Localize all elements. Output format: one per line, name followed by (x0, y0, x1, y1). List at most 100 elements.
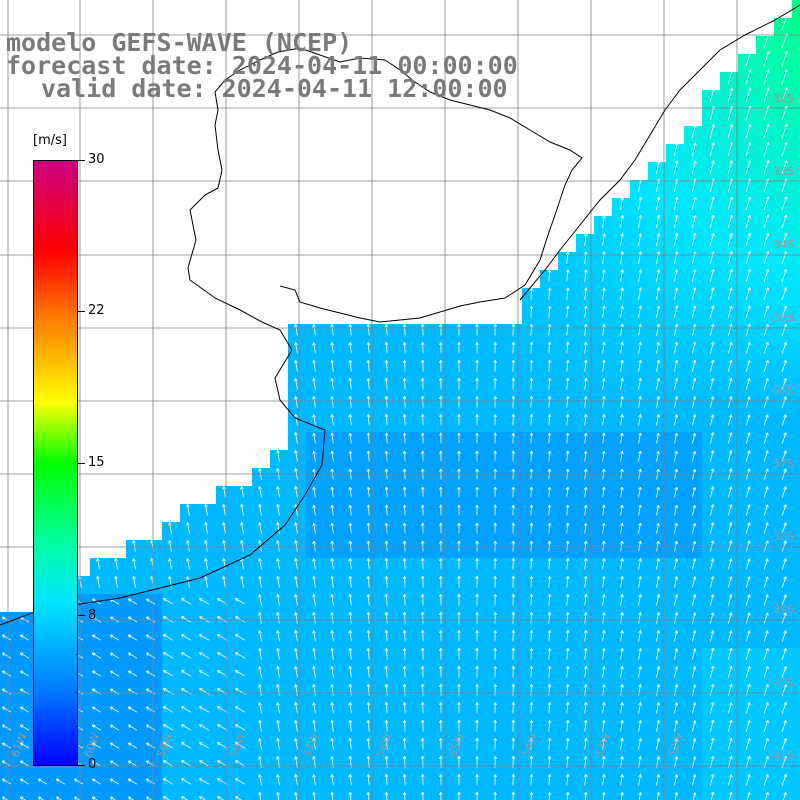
wind-arrow-head (603, 269, 606, 273)
wind-arrow-head (531, 486, 534, 490)
wind-arrow-head (420, 630, 423, 634)
wind-arrow-head (603, 251, 606, 255)
wind-arrow-head (749, 305, 751, 309)
wind-arrow-head (531, 576, 534, 580)
wind-arrow-head (749, 576, 751, 580)
wind-arrow-head (676, 558, 679, 562)
wind-arrow (259, 576, 262, 588)
wind-arrow-head (640, 594, 642, 598)
wind-arrow (259, 666, 262, 678)
wind-arrow-head (458, 432, 461, 436)
wind-arrow-head (710, 594, 714, 597)
wind-arrow-head (640, 233, 643, 237)
wind-arrow-head (312, 756, 314, 760)
wind-arrow-head (766, 51, 770, 54)
wind-arrow-head (767, 450, 769, 454)
wind-arrow (530, 432, 532, 444)
wind-arrow-head (712, 773, 715, 778)
wind-arrow (638, 612, 641, 624)
wind-arrow-head (674, 684, 678, 687)
wind-arrow-head (693, 160, 696, 164)
wind-arrow-head (241, 540, 244, 543)
wind-arrow-head (494, 341, 497, 346)
wind-arrow-head (511, 576, 514, 580)
wind-arrow-head (439, 738, 442, 742)
wind-arrow-head (674, 522, 678, 526)
wind-arrow (313, 648, 316, 660)
wind-arrow (223, 504, 226, 516)
wind-arrow (656, 451, 659, 462)
wind-arrow (566, 738, 569, 750)
wind-arrow (656, 360, 660, 372)
wind-arrow (422, 666, 424, 678)
wind-arrow (656, 541, 659, 552)
wind-arrow (367, 612, 370, 624)
wind-arrow-head (457, 738, 460, 742)
wind-arrow-head (710, 432, 714, 435)
wind-arrow-head (692, 738, 696, 741)
wind-arrow (674, 558, 678, 570)
wind-arrow-head (513, 594, 516, 598)
wind-arrow-head (711, 87, 715, 91)
wind-arrow-head (348, 756, 351, 760)
wind-arrow (692, 523, 696, 534)
wind-arrow (781, 396, 787, 408)
wind-arrow-head (713, 124, 715, 128)
wind-arrow-head (235, 778, 238, 782)
wind-arrow-head (330, 522, 333, 526)
wind-arrow-head (475, 558, 478, 562)
wind-arrow-head (402, 792, 405, 796)
wind-arrow-head (402, 684, 405, 688)
wind-arrow (422, 720, 424, 732)
wind-arrow-head (217, 760, 220, 764)
wind-arrow-head (602, 594, 605, 597)
wind-arrow-head (476, 360, 479, 364)
wind-arrow-head (404, 738, 407, 742)
wind-arrow-head (402, 396, 405, 400)
wind-arrow-head (712, 701, 715, 706)
wind-arrow-head (349, 360, 353, 363)
wind-arrow-head (349, 594, 353, 597)
wind-arrow-head (710, 737, 714, 741)
wind-arrow (367, 702, 370, 714)
wind-arrow-head (547, 792, 551, 795)
wind-arrow (763, 33, 770, 49)
wind-arrow-head (656, 774, 660, 777)
wind-arrow-head (692, 558, 696, 561)
wind-arrow (584, 450, 587, 462)
wind-arrow-head (223, 576, 226, 579)
wind-arrow-head (749, 666, 751, 670)
wind-arrow-head (458, 774, 461, 778)
wind-arrow-head (277, 684, 280, 687)
wind-arrow-head (749, 360, 751, 364)
wind-arrow-head (694, 433, 697, 437)
wind-arrow (313, 342, 316, 354)
wind-arrow (745, 51, 751, 67)
wind-arrow-head (692, 305, 696, 309)
wind-arrow (181, 778, 192, 785)
wind-arrow-head (547, 576, 551, 579)
wind-arrow (674, 487, 678, 498)
wind-arrow-head (422, 666, 425, 670)
wind-arrow-head (493, 359, 496, 363)
wind-arrow-head (547, 720, 551, 723)
wind-arrow-head (584, 648, 587, 651)
wind-arrow-head (711, 287, 714, 291)
wind-arrow-head (585, 558, 588, 562)
wind-arrow-head (749, 378, 751, 382)
wind-arrow (2, 706, 12, 713)
wind-arrow-head (547, 468, 551, 472)
wind-arrow-head (163, 670, 166, 674)
wind-arrow-head (640, 738, 642, 742)
wind-arrow-head (768, 160, 770, 164)
wind-arrow-head (658, 630, 661, 634)
wind-arrow (602, 486, 605, 498)
wind-arrow-head (602, 684, 605, 687)
wind-arrow-head (349, 774, 353, 777)
wind-arrow (92, 670, 102, 677)
wind-arrow (367, 504, 370, 516)
wind-arrow-head (404, 720, 407, 724)
wind-arrow-head (493, 684, 496, 688)
wind-arrow (638, 738, 641, 750)
wind-arrow-head (97, 558, 100, 561)
